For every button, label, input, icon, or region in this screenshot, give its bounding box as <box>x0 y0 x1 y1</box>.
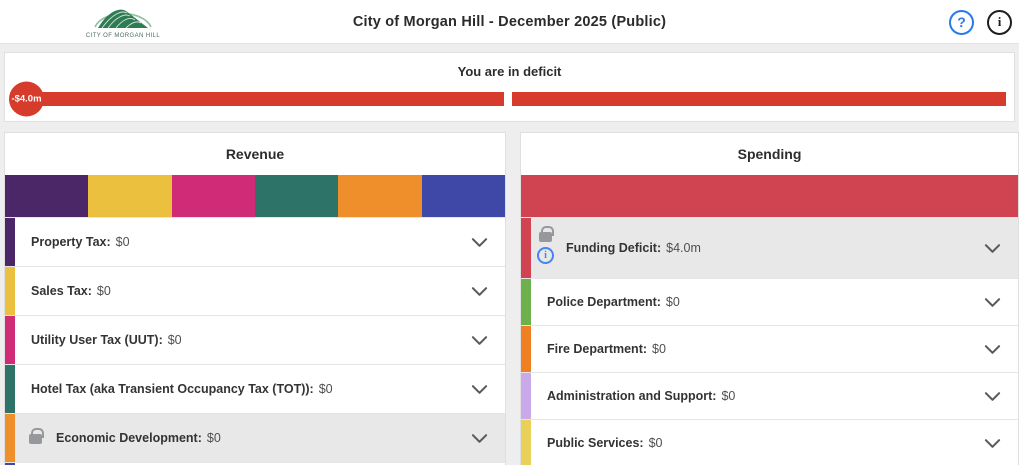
revenue-item-hotel-tax[interactable]: Hotel Tax (aka Transient Occupancy Tax (… <box>5 364 505 413</box>
logo-text: CITY OF MORGAN HILL <box>86 33 160 39</box>
chevron-down-icon[interactable] <box>471 433 488 444</box>
spending-panel: Spending i Funding Deficit: $4.0m Police… <box>520 132 1019 465</box>
spending-color-bar <box>521 175 1018 217</box>
category-value: $0 <box>648 436 663 450</box>
chevron-down-icon[interactable] <box>471 335 488 346</box>
category-label: Funding Deficit: <box>566 241 662 255</box>
category-label: Hotel Tax (aka Transient Occupancy Tax (… <box>31 382 314 396</box>
category-value: $0 <box>96 284 111 298</box>
app-header: CITY OF MORGAN HILL City of Morgan Hill … <box>0 0 1019 44</box>
chevron-down-icon[interactable] <box>471 286 488 297</box>
revenue-item-property-tax[interactable]: Property Tax: $0 <box>5 217 505 266</box>
info-icon[interactable]: i <box>987 9 1012 35</box>
chevron-down-icon[interactable] <box>984 391 1001 402</box>
category-color-stripe <box>5 316 15 364</box>
deficit-message: You are in deficit <box>457 64 562 79</box>
category-value: $0 <box>115 235 130 249</box>
revenue-bar-segment <box>254 175 339 217</box>
category-color-stripe <box>521 373 531 419</box>
chevron-down-icon[interactable] <box>984 297 1001 308</box>
revenue-bar-segment <box>171 175 255 217</box>
page-title: City of Morgan Hill - December 2025 (Pub… <box>352 13 667 30</box>
spending-bar-segment <box>521 175 1018 217</box>
chevron-down-icon[interactable] <box>984 344 1001 355</box>
revenue-item-economic-development[interactable]: Economic Development: $0 <box>5 413 505 462</box>
category-color-stripe <box>5 365 15 413</box>
lock-icon <box>539 226 554 242</box>
help-icon[interactable]: ? <box>949 9 974 35</box>
category-label: Utility User Tax (UUT): <box>31 333 163 347</box>
morgan-hill-logo-icon: CITY OF MORGAN HILL <box>86 9 160 39</box>
category-value: $0 <box>206 431 221 445</box>
revenue-item-utility-user-tax[interactable]: Utility User Tax (UUT): $0 <box>5 315 505 364</box>
city-logo: CITY OF MORGAN HILL <box>86 3 160 46</box>
category-color-stripe <box>521 420 531 465</box>
category-label: Administration and Support: <box>547 389 717 403</box>
category-color-stripe <box>5 463 15 465</box>
category-value: $0 <box>652 342 666 356</box>
category-label: Public Services: <box>547 436 644 450</box>
info-circle-icon[interactable]: i <box>537 247 554 264</box>
category-label: Economic Development: <box>56 431 202 445</box>
category-color-stripe <box>5 218 15 266</box>
revenue-title: Revenue <box>225 146 285 162</box>
revenue-bar-segment <box>421 175 505 217</box>
lock-icon <box>29 428 44 444</box>
category-label: Fire Department: <box>547 342 648 356</box>
spending-item-public-services[interactable]: Public Services: $0 <box>521 419 1018 465</box>
category-value: $4.0m <box>666 241 701 255</box>
spending-title: Spending <box>737 146 802 162</box>
chevron-down-icon[interactable] <box>471 384 488 395</box>
spending-item-administration-support[interactable]: Administration and Support: $0 <box>521 372 1018 419</box>
category-label: Police Department: <box>547 295 661 309</box>
category-value: $0 <box>318 382 333 396</box>
category-label: Property Tax: <box>31 235 111 249</box>
category-value: $0 <box>665 295 680 309</box>
category-color-stripe <box>521 326 531 372</box>
revenue-item-sales-tax[interactable]: Sales Tax: $0 <box>5 266 505 315</box>
chevron-down-icon[interactable] <box>471 237 488 248</box>
revenue-bar-segment <box>88 175 172 217</box>
deficit-bar-segment-left <box>13 92 504 106</box>
revenue-item-partial[interactable] <box>5 462 505 465</box>
category-color-stripe <box>5 414 15 462</box>
deficit-bar-segment-right <box>511 92 1006 106</box>
revenue-panel: Revenue Property Tax: $0 Sales Tax: $0 <box>4 132 506 465</box>
deficit-amount-badge: -$4.0m <box>9 81 44 117</box>
chevron-down-icon[interactable] <box>984 438 1001 449</box>
spending-item-funding-deficit[interactable]: i Funding Deficit: $4.0m <box>521 217 1018 278</box>
revenue-bar-segment <box>5 175 89 217</box>
category-value: $0 <box>167 333 182 347</box>
revenue-bar-segment <box>338 175 422 217</box>
category-color-stripe <box>521 218 531 278</box>
chevron-down-icon[interactable] <box>984 243 1001 254</box>
deficit-banner: You are in deficit -$4.0m <box>4 52 1015 122</box>
revenue-color-bar <box>5 175 505 217</box>
category-label: Sales Tax: <box>31 284 92 298</box>
category-color-stripe <box>5 267 15 315</box>
category-color-stripe <box>521 279 531 325</box>
spending-item-fire-department[interactable]: Fire Department: $0 <box>521 325 1018 372</box>
spending-item-police-department[interactable]: Police Department: $0 <box>521 278 1018 325</box>
deficit-bar: -$4.0m <box>9 81 1006 117</box>
category-value: $0 <box>721 389 736 403</box>
